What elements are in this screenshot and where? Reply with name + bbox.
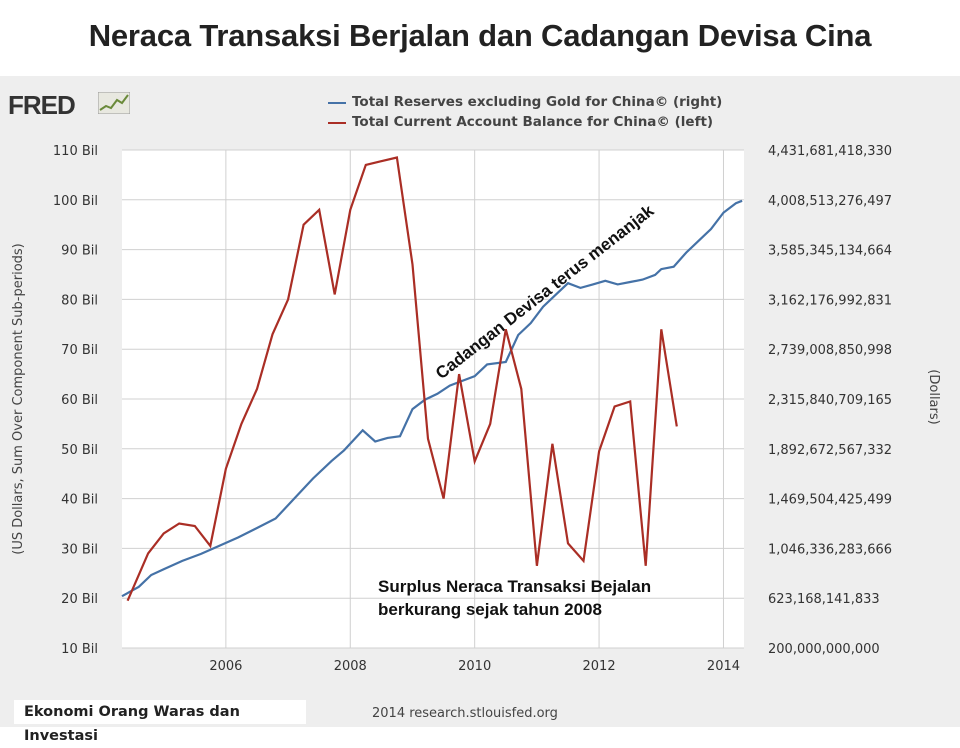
y-axis-left-ticks: 10 Bil 20 Bil 30 Bil 40 Bil 50 Bil 60 Bil 70 B… (53, 144, 98, 657)
legend-swatch-reserves (328, 102, 346, 104)
chart-legend: Total Reserves excluding Gold for China©… (328, 93, 722, 133)
y-left-tick-label: 110 Bil (53, 144, 98, 159)
y-right-tick-label: 623,168,141,833 (768, 592, 880, 607)
legend-label-current-account: Total Current Account Balance for China©… (352, 114, 714, 130)
series-line-reserves (121, 199, 743, 598)
y-axis-right-label: (Dollars) (926, 369, 941, 424)
x-tick-label: 2008 (334, 659, 367, 674)
grid-lines (122, 149, 744, 649)
y-left-tick-label: 50 Bil (61, 443, 98, 458)
fred-line-chart-icon (98, 92, 130, 114)
y-right-tick-label: 200,000,000,000 (768, 642, 880, 657)
source-label: Ekonomi Orang Waras dan Investasi (14, 700, 306, 744)
y-axis-left-label: (US Dollars, Sum Over Component Sub-peri… (11, 243, 26, 555)
legend-label-reserves: Total Reserves excluding Gold for China©… (352, 94, 723, 110)
x-tick-label: 2006 (209, 659, 242, 674)
y-axis-right-ticks: 200,000,000,000 623,168,141,833 1,046,336,… (768, 144, 892, 657)
y-left-tick-label: 10 Bil (61, 642, 98, 657)
legend-item-current-account: Total Current Account Balance for China©… (328, 113, 722, 133)
y-right-tick-label: 2,315,840,709,165 (768, 393, 892, 408)
y-right-tick-label: 3,585,345,134,664 (768, 244, 892, 259)
annotation-surplus-line1: Surplus Neraca Transaksi Bejalan (378, 577, 652, 596)
y-right-tick-label: 4,431,681,418,330 (768, 144, 892, 159)
y-right-tick-label: 3,162,176,992,831 (768, 293, 892, 308)
y-left-tick-label: 20 Bil (61, 592, 98, 607)
annotation-surplus-line2: berkurang sejak tahun 2008 (378, 600, 602, 619)
x-tick-label: 2014 (707, 659, 740, 674)
y-left-tick-label: 100 Bil (53, 194, 98, 209)
y-left-tick-label: 40 Bil (61, 493, 98, 508)
line-chart: 10 Bil 20 Bil 30 Bil 40 Bil 50 Bil 60 Bil 70 B… (11, 144, 941, 674)
legend-swatch-current-account (328, 122, 346, 124)
y-right-tick-label: 4,008,513,276,497 (768, 194, 892, 209)
series-line-current-account (126, 156, 678, 602)
legend-item-reserves: Total Reserves excluding Gold for China©… (328, 93, 722, 113)
source-credit: 2014 research.stlouisfed.org (372, 706, 558, 721)
y-left-tick-label: 70 Bil (61, 343, 98, 358)
y-right-tick-label: 1,892,672,567,332 (768, 443, 892, 458)
y-left-tick-label: 30 Bil (61, 542, 98, 557)
x-tick-label: 2010 (458, 659, 491, 674)
y-right-tick-label: 2,739,008,850,998 (768, 343, 892, 358)
fred-logo: FRED (8, 90, 76, 120)
x-axis-ticks: 2006 2008 2010 2012 2014 (209, 659, 740, 674)
y-left-tick-label: 60 Bil (61, 393, 98, 408)
y-right-tick-label: 1,469,504,425,499 (768, 493, 892, 508)
page-title: Neraca Transaksi Berjalan dan Cadangan D… (88, 18, 872, 53)
x-tick-label: 2012 (583, 659, 616, 674)
y-left-tick-label: 80 Bil (61, 293, 98, 308)
annotation-surplus: Surplus Neraca Transaksi Bejalan berkura… (378, 575, 651, 621)
y-left-tick-label: 90 Bil (61, 244, 98, 259)
y-right-tick-label: 1,046,336,283,666 (768, 542, 892, 557)
